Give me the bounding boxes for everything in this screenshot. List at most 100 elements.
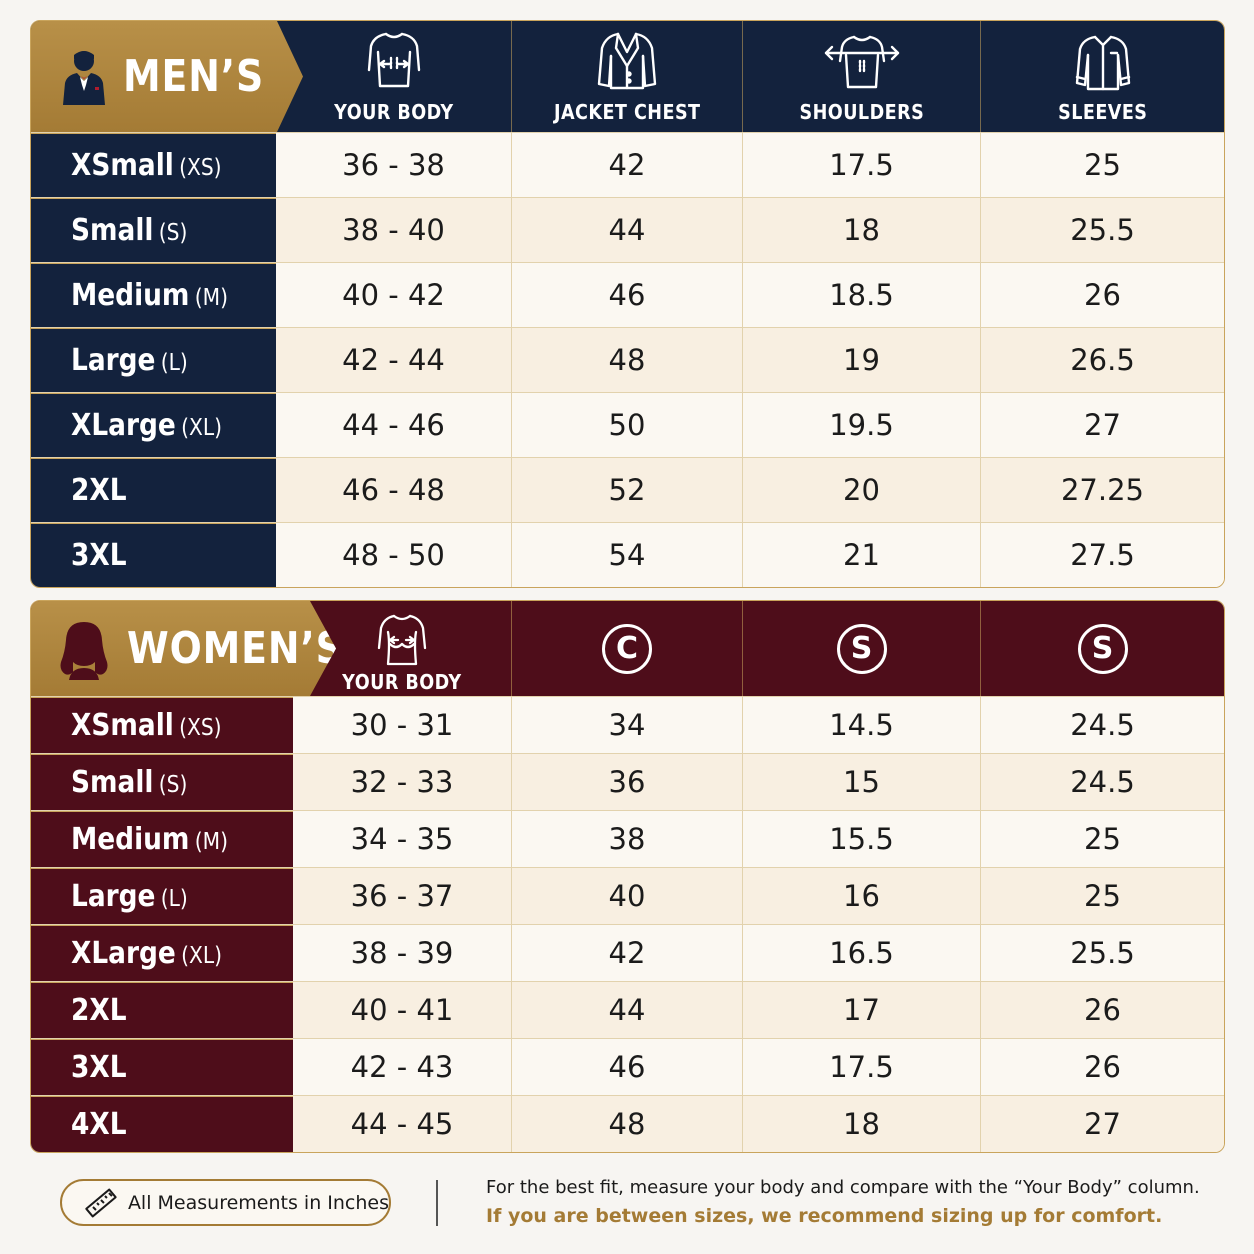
bust-measure-icon: [377, 614, 427, 665]
table-row: Medium (M) 40 - 42 46 18.5 26: [31, 262, 1224, 327]
chest-measure-icon: [367, 32, 420, 88]
size-name: XSmall (XS): [71, 708, 222, 743]
size-value-cell: 32 - 33: [350, 765, 454, 799]
womens-title-badge: WOMEN’S: [31, 601, 336, 696]
size-value-cell: 42 - 43: [350, 1050, 454, 1084]
size-value-cell: 27.5: [980, 523, 1224, 587]
size-value-cell: 44 - 46: [342, 408, 445, 442]
letter-s-circle-icon: S: [1077, 623, 1128, 674]
size-name: XLarge (XL): [71, 408, 223, 443]
size-value-cell: 42: [511, 925, 742, 981]
size-label: 4XL: [31, 1096, 293, 1152]
table-row: 3XL 48 - 50 54 21 27.5: [31, 522, 1224, 587]
size-value-cell: 18: [742, 198, 980, 262]
table-row: XSmall (XS) 30 - 31 34 14.5 24.5: [31, 696, 1224, 753]
size-value-cell: 18: [742, 1096, 980, 1152]
header-label: SHOULDERS: [799, 100, 924, 124]
size-abbreviation: (XL): [181, 415, 223, 441]
shoulders-measure-icon: [824, 35, 899, 89]
size-value-cell: 26.5: [980, 328, 1224, 392]
size-value-cell: 40: [511, 868, 742, 924]
fit-note: For the best fit, measure your body and …: [486, 1177, 1200, 1198]
size-name: 3XL: [71, 1050, 127, 1085]
table-row: Small (S) 32 - 33 36 15 24.5: [31, 753, 1224, 810]
size-label: XLarge (XL): [31, 925, 293, 981]
size-label: XLarge (XL): [31, 393, 276, 457]
size-value-cell: 48 - 50: [342, 538, 445, 572]
header-label: SLEEVES: [1057, 100, 1148, 124]
table-row: XLarge (XL) 38 - 39 42 16.5 25.5: [31, 924, 1224, 981]
womens-title: WOMEN’S: [127, 623, 344, 674]
size-value-cell: 46 - 48: [342, 473, 445, 507]
footer-divider: [436, 1180, 438, 1226]
row-background: [276, 328, 1224, 392]
mens-title: MEN’S: [123, 51, 265, 102]
jacket-icon: [597, 32, 657, 90]
size-abbreviation: (M): [194, 285, 228, 311]
size-value-cell: 38: [511, 811, 742, 867]
size-value-cell: 25: [980, 133, 1224, 197]
header-label: YOUR BODY: [333, 100, 454, 124]
row-background: [293, 697, 1224, 753]
size-value-cell: 15.5: [742, 811, 980, 867]
table-row: 2XL 46 - 48 52 20 27.25: [31, 457, 1224, 522]
table-row: Medium (M) 34 - 35 38 15.5 25: [31, 810, 1224, 867]
row-background: [276, 458, 1224, 522]
size-value-cell: 34 - 35: [350, 822, 454, 856]
size-value-cell: 17.5: [742, 133, 980, 197]
size-value-cell: 25: [980, 811, 1224, 867]
size-value-cell: 26: [980, 1039, 1224, 1095]
size-label: Large (L): [31, 868, 293, 924]
table-row: Large (L) 42 - 44 48 19 26.5: [31, 327, 1224, 392]
size-value-cell: 18.5: [742, 263, 980, 327]
size-value-cell: 19: [742, 328, 980, 392]
header-shoulders: SHOULDERS: [742, 21, 980, 132]
row-background: [293, 925, 1224, 981]
measurements-unit-pill: All Measurements in Inches: [60, 1179, 391, 1226]
row-background: [293, 811, 1224, 867]
row-background: [276, 133, 1224, 197]
size-name: 4XL: [71, 1107, 127, 1142]
header-jacket-chest: JACKET CHEST: [511, 21, 742, 132]
letter-c-circle-icon: C: [602, 623, 652, 674]
size-value-cell: 44 - 45: [350, 1107, 454, 1141]
ruler-icon: [85, 1188, 117, 1217]
size-abbreviation: (L): [160, 350, 188, 376]
size-value-cell: 21: [742, 523, 980, 587]
header-your-body: YOUR BODY: [276, 21, 511, 132]
size-abbreviation: (S): [158, 772, 188, 798]
size-value-cell: 40 - 42: [342, 278, 445, 312]
size-label: 3XL: [31, 523, 276, 587]
size-value-cell: 38 - 40: [342, 213, 445, 247]
size-value-cell: 34: [511, 697, 742, 753]
row-background: [293, 982, 1224, 1038]
size-value-cell: 48: [511, 1096, 742, 1152]
header-sleeves: SLEEVES: [980, 21, 1224, 132]
size-label: Small (S): [31, 198, 276, 262]
size-value-cell: 36: [511, 754, 742, 810]
size-name: Small (S): [71, 765, 188, 800]
size-value-cell: 26: [980, 982, 1224, 1038]
header-label: JACKET CHEST: [553, 100, 701, 124]
table-row: Small (S) 38 - 40 44 18 25.5: [31, 197, 1224, 262]
shirt-sleeves-icon: [1075, 35, 1130, 91]
size-value-cell: 16.5: [742, 925, 980, 981]
size-value-cell: 27: [980, 393, 1224, 457]
size-value-cell: 27.25: [980, 458, 1224, 522]
size-abbreviation: (L): [160, 886, 188, 912]
row-background: [293, 1039, 1224, 1095]
size-name: 2XL: [71, 473, 127, 508]
woman-silhouette-icon: [55, 618, 113, 680]
size-label: Medium (M): [31, 263, 276, 327]
size-name: Medium (M): [71, 278, 228, 313]
size-value-cell: 24.5: [980, 697, 1224, 753]
size-label: 2XL: [31, 982, 293, 1038]
size-value-cell: 19.5: [742, 393, 980, 457]
row-background: [293, 868, 1224, 924]
size-label: Medium (M): [31, 811, 293, 867]
size-value-cell: 50: [511, 393, 742, 457]
table-row: 3XL 42 - 43 46 17.5 26: [31, 1038, 1224, 1095]
size-abbreviation: (M): [194, 829, 228, 855]
size-value-cell: 25: [980, 868, 1224, 924]
size-label: XSmall (XS): [31, 697, 293, 753]
